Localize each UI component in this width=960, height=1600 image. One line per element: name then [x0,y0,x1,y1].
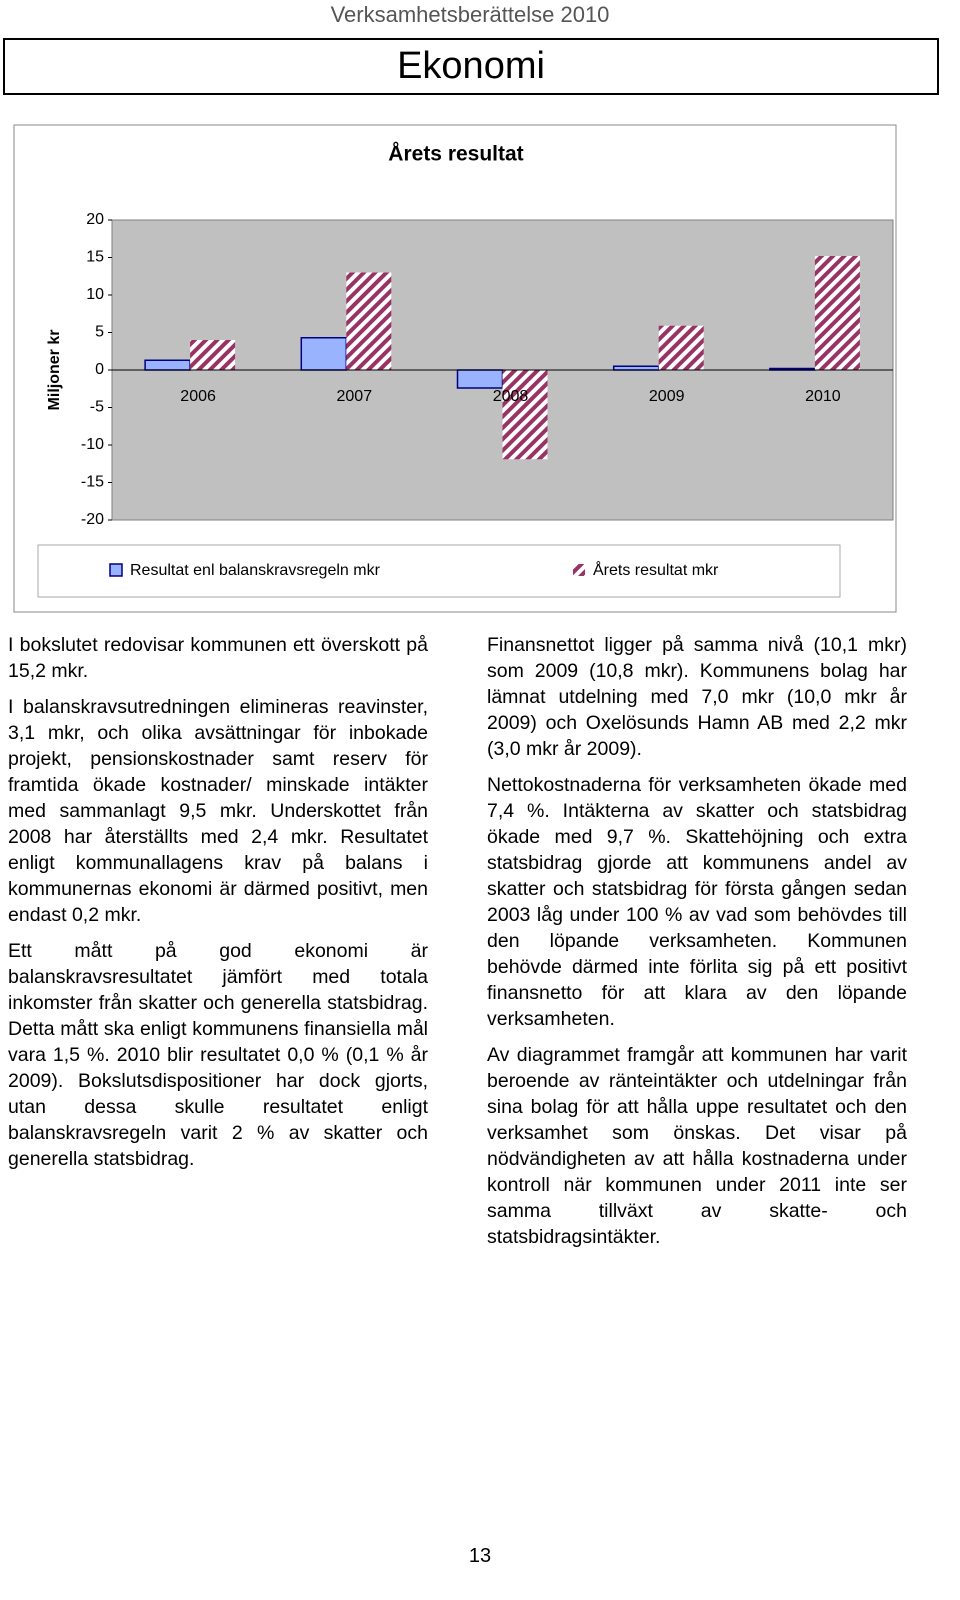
y-axis-title: Miljoner kr [46,330,63,411]
paragraph: I bokslutet redovisar kommunen ett övers… [8,634,428,682]
left-column: I bokslutet redovisar kommunen ett övers… [8,632,428,1182]
y-tick-label: -15 [81,474,104,491]
bar [658,325,704,370]
bar [612,365,660,371]
x-tick-label: 2009 [649,388,685,405]
legend-box [37,544,841,598]
x-tick-label: 2007 [337,388,373,405]
y-tick-label: 15 [86,249,104,266]
paragraph: Nettokostnaderna för verksamheten ökade … [487,774,907,1030]
y-tick-label: 0 [95,361,104,378]
legend-swatch [573,564,585,576]
y-tick-label: 10 [86,286,104,303]
y-tick-label: -5 [90,399,104,416]
x-tick-label: 2006 [180,388,216,405]
page-title: Ekonomi [3,38,939,95]
page-number: 13 [468,1545,492,1567]
paragraph: I balanskravsutredningen elimineras reav… [8,696,428,926]
running-title: Verksamhetsberättelse 2010 [330,2,610,27]
bar [456,369,504,389]
bar [300,337,348,371]
bar [502,370,548,460]
paragraph: Av diagrammet framgår att kommunen har v… [487,1044,907,1248]
chart: Årets resultat Miljoner kr -20 -15 -10 -5 0 5… [13,124,897,613]
paragraph: Finansnettot ligger på samma nivå (10,1 … [487,634,907,760]
legend-swatch [109,563,123,577]
bar [144,359,191,371]
y-tick-label: 5 [95,324,104,341]
x-tick-label: 2008 [493,388,529,405]
y-tick-label: -10 [81,436,104,453]
legend-label: Årets resultat mkr [593,560,719,579]
y-tick-label: -20 [81,511,104,528]
bar [346,272,392,370]
right-column: Finansnettot ligger på samma nivå (10,1 … [487,632,907,1260]
x-tick-label: 2010 [805,388,841,405]
y-tick-label: 20 [86,211,104,228]
chart-title: Årets resultat [388,142,523,166]
bar [190,340,236,370]
bar [814,256,860,370]
legend-label: Resultat enl balanskravsregeln mkr [130,562,381,579]
paragraph: Ett mått på god ekonomi är balanskravsre… [8,940,428,1170]
